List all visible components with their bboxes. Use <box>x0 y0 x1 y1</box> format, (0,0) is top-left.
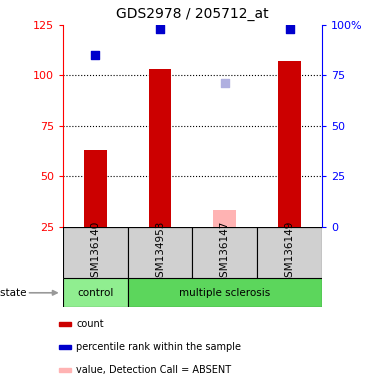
Bar <box>192 227 257 278</box>
Title: GDS2978 / 205712_at: GDS2978 / 205712_at <box>116 7 269 21</box>
Point <box>222 80 228 86</box>
Text: GSM136149: GSM136149 <box>285 221 295 284</box>
Bar <box>63 278 128 307</box>
Bar <box>149 69 171 227</box>
Bar <box>84 150 107 227</box>
Bar <box>257 227 322 278</box>
Point <box>92 52 98 58</box>
Bar <box>213 210 236 227</box>
Text: GSM136140: GSM136140 <box>90 221 100 284</box>
Bar <box>59 368 71 372</box>
Text: disease state: disease state <box>0 288 27 298</box>
Bar <box>63 227 128 278</box>
Text: multiple sclerosis: multiple sclerosis <box>179 288 270 298</box>
Text: GSM136147: GSM136147 <box>220 221 230 284</box>
Point <box>157 26 163 32</box>
Bar <box>59 322 71 326</box>
Text: GSM134953: GSM134953 <box>155 221 165 284</box>
Text: value, Detection Call = ABSENT: value, Detection Call = ABSENT <box>77 365 232 375</box>
Point <box>286 26 292 32</box>
Text: count: count <box>77 319 104 329</box>
Bar <box>128 278 322 307</box>
Text: control: control <box>77 288 114 298</box>
Bar <box>128 227 192 278</box>
Bar <box>278 61 301 227</box>
Text: percentile rank within the sample: percentile rank within the sample <box>77 342 241 352</box>
Bar <box>59 345 71 349</box>
